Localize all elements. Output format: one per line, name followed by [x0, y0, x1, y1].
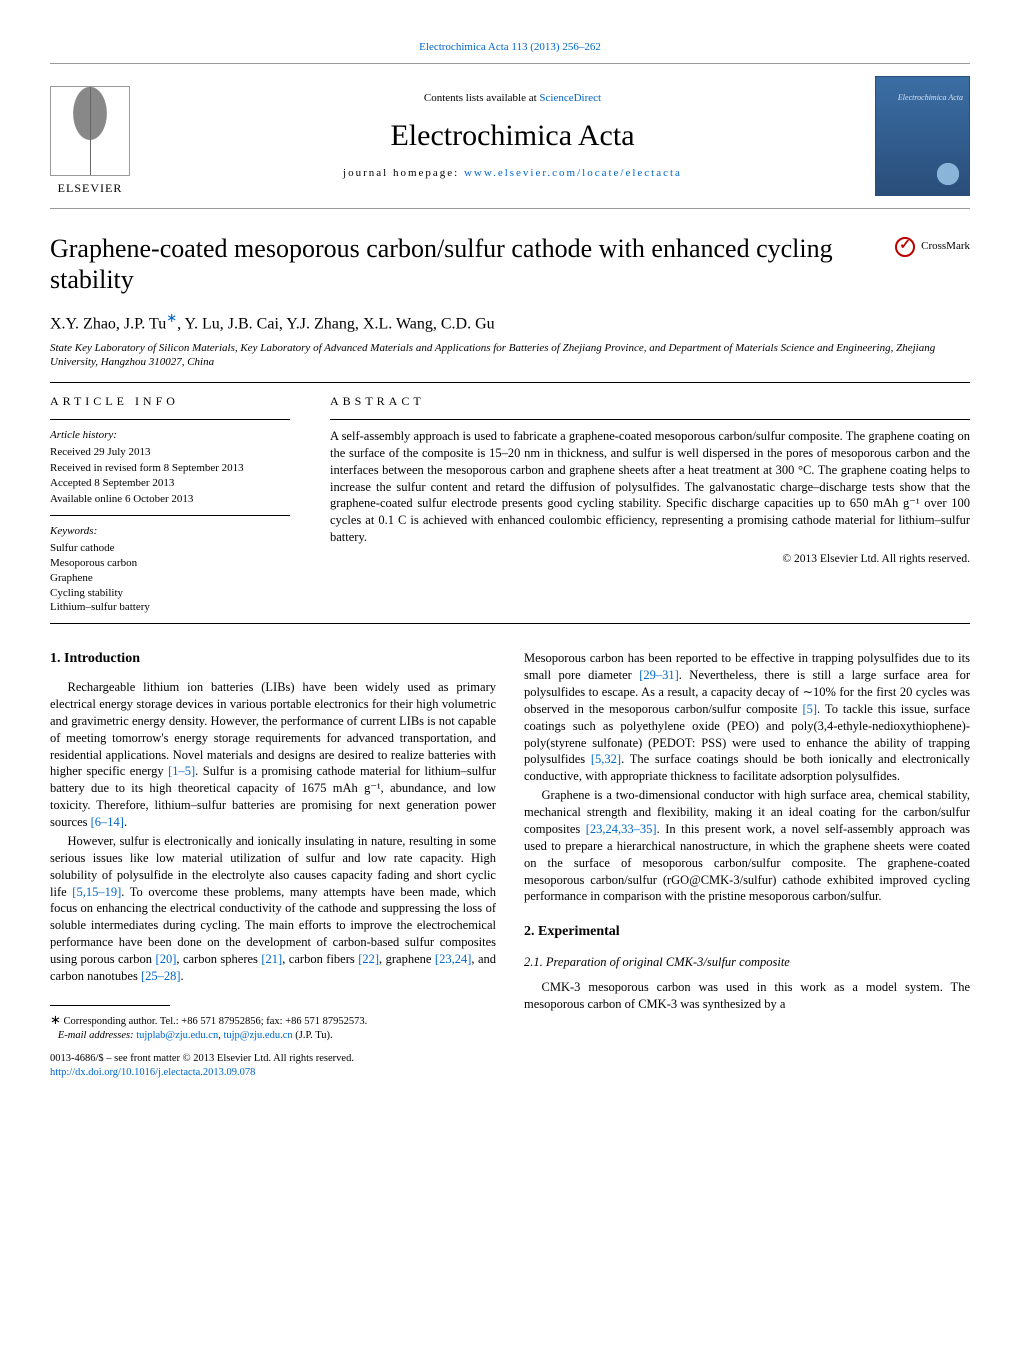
history-line: Received 29 July 2013	[50, 445, 290, 460]
footnote-rule	[50, 1005, 170, 1006]
authors-line: X.Y. Zhao, J.P. Tu∗, Y. Lu, J.B. Cai, Y.…	[50, 309, 970, 335]
contents-prefix: Contents lists available at	[424, 92, 539, 104]
email-link[interactable]: tujplab@zju.edu.cn	[136, 1030, 218, 1041]
divider	[330, 419, 970, 420]
doi-link[interactable]: http://dx.doi.org/10.1016/j.electacta.20…	[50, 1067, 255, 1078]
body-paragraph: Mesoporous carbon has been reported to b…	[524, 650, 970, 785]
masthead-center: Contents lists available at ScienceDirec…	[150, 76, 875, 196]
homepage-line: journal homepage: www.elsevier.com/locat…	[150, 166, 875, 181]
publisher-logo: ELSEVIER	[50, 76, 150, 196]
corresponding-footnote: ∗ Corresponding author. Tel.: +86 571 87…	[50, 1012, 496, 1043]
affiliation: State Key Laboratory of Silicon Material…	[50, 341, 970, 370]
citation-ref[interactable]: [20]	[156, 952, 177, 966]
keyword: Sulfur cathode	[50, 541, 290, 556]
keyword: Graphene	[50, 571, 290, 586]
citation-ref[interactable]: [5,15–19]	[72, 885, 121, 899]
citation-ref[interactable]: [25–28]	[141, 969, 181, 983]
abstract-col: abstract A self-assembly approach is use…	[330, 393, 970, 615]
citation-ref[interactable]: [6–14]	[91, 815, 124, 829]
history-line: Received in revised form 8 September 201…	[50, 461, 290, 476]
homepage-prefix: journal homepage:	[343, 167, 464, 179]
crossmark-icon: ✓	[895, 237, 915, 257]
journal-cover-thumb: Electrochimica Acta	[875, 76, 970, 196]
keyword: Mesoporous carbon	[50, 556, 290, 571]
journal-name: Electrochimica Acta	[150, 116, 875, 157]
abstract-copyright: © 2013 Elsevier Ltd. All rights reserved…	[330, 552, 970, 568]
issn-line: 0013-4686/$ – see front matter © 2013 El…	[50, 1053, 354, 1064]
elsevier-tree-icon	[50, 86, 130, 176]
authors-first: X.Y. Zhao, J.P. Tu	[50, 316, 166, 333]
footnote-text: Corresponding author. Tel.: +86 571 8795…	[61, 1016, 367, 1027]
citation-ref[interactable]: [23,24]	[435, 952, 471, 966]
citation-ref[interactable]: [22]	[358, 952, 379, 966]
body-paragraph: However, sulfur is electronically and io…	[50, 833, 496, 985]
info-abstract-row: article info Article history: Received 2…	[50, 393, 970, 615]
subsection-heading: 2.1. Preparation of original CMK-3/sulfu…	[524, 954, 970, 971]
abstract-heading: abstract	[330, 393, 970, 409]
article-info-heading: article info	[50, 393, 290, 409]
citation-ref[interactable]: [5,32]	[591, 752, 621, 766]
authors-rest: , Y. Lu, J.B. Cai, Y.J. Zhang, X.L. Wang…	[177, 316, 495, 333]
footnote-mark: ∗	[50, 1012, 61, 1027]
keywords-heading: Keywords:	[50, 524, 290, 539]
body-paragraph: Rechargeable lithium ion batteries (LIBs…	[50, 679, 496, 831]
body-columns: 1. Introduction Rechargeable lithium ion…	[50, 650, 970, 1079]
contents-line: Contents lists available at ScienceDirec…	[150, 91, 875, 106]
citation-ref[interactable]: [29–31]	[639, 668, 679, 682]
citation-ref[interactable]: [23,24,33–35]	[586, 822, 657, 836]
history-line: Available online 6 October 2013	[50, 492, 290, 507]
sciencedirect-link[interactable]: ScienceDirect	[539, 92, 601, 104]
email-label: E-mail addresses:	[58, 1030, 136, 1041]
publisher-name: ELSEVIER	[50, 180, 130, 196]
keyword: Cycling stability	[50, 586, 290, 601]
email-link[interactable]: tujp@zju.edu.cn	[223, 1030, 292, 1041]
body-paragraph: Graphene is a two-dimensional conductor …	[524, 787, 970, 905]
divider	[50, 382, 970, 383]
history-heading: Article history:	[50, 428, 290, 443]
body-paragraph: CMK-3 mesoporous carbon was used in this…	[524, 979, 970, 1013]
doi-block: 0013-4686/$ – see front matter © 2013 El…	[50, 1052, 496, 1079]
corresponding-mark[interactable]: ∗	[166, 310, 177, 325]
paper-title: Graphene-coated mesoporous carbon/sulfur…	[50, 233, 850, 295]
masthead: ELSEVIER Contents lists available at Sci…	[50, 63, 970, 209]
citation-ref[interactable]: [1–5]	[168, 764, 195, 778]
article-info-col: article info Article history: Received 2…	[50, 393, 290, 615]
homepage-link[interactable]: www.elsevier.com/locate/electacta	[464, 167, 682, 179]
divider	[50, 515, 290, 516]
citation-ref[interactable]: [21]	[261, 952, 282, 966]
citation-anchor[interactable]: Electrochimica Acta 113 (2013) 256–262	[419, 41, 601, 53]
divider	[50, 419, 290, 420]
crossmark-badge[interactable]: ✓ CrossMark	[895, 237, 970, 257]
cover-text: Electrochimica Acta	[898, 93, 963, 102]
citation-ref[interactable]: [5]	[802, 702, 817, 716]
section-heading-intro: 1. Introduction	[50, 650, 496, 669]
keyword: Lithium–sulfur battery	[50, 600, 290, 615]
section-heading-experimental: 2. Experimental	[524, 923, 970, 942]
crossmark-label: CrossMark	[921, 239, 970, 254]
history-line: Accepted 8 September 2013	[50, 476, 290, 491]
citation-link: Electrochimica Acta 113 (2013) 256–262	[50, 40, 970, 55]
abstract-text: A self-assembly approach is used to fabr…	[330, 428, 970, 546]
divider	[50, 623, 970, 624]
